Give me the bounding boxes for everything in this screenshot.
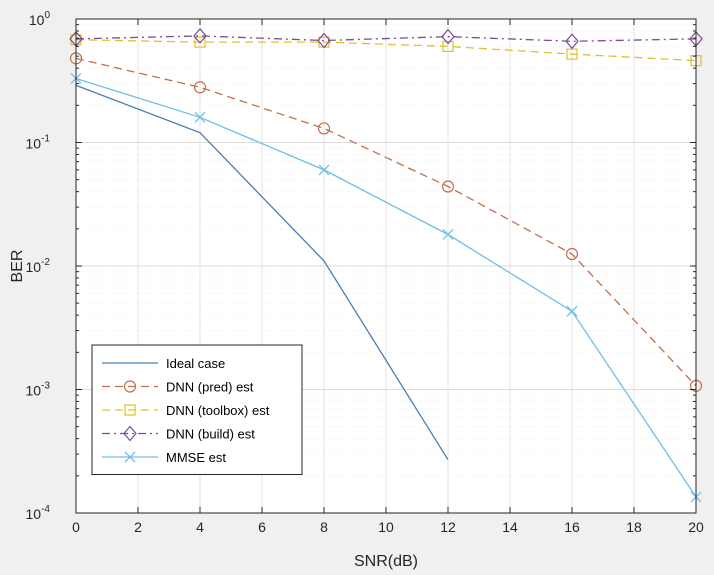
x-tick-label: 6	[258, 519, 266, 535]
x-marker	[194, 111, 206, 123]
data-series	[69, 27, 703, 503]
legend-item: DNN (pred) est	[102, 380, 254, 395]
circle-marker	[565, 247, 579, 261]
x-marker	[318, 164, 330, 176]
series-4	[70, 73, 702, 503]
series-line	[75, 77, 697, 498]
x-marker-stroke	[566, 305, 578, 317]
legend: Ideal case DNN (pred) est DNN (toolbox) es…	[91, 344, 303, 475]
y-tick-label: 10-3	[26, 381, 51, 399]
legend-label: DNN (pred) est	[166, 380, 254, 395]
circle-marker	[193, 81, 207, 94]
square-marker	[194, 36, 206, 48]
legend-label: MMSE est	[166, 450, 226, 465]
series-0	[75, 84, 449, 461]
diamond-marker	[193, 27, 207, 44]
circle-marker	[317, 122, 331, 135]
x-marker	[442, 229, 454, 240]
y-tick-label: 10-4	[26, 504, 51, 522]
legend-item: DNN (build) est	[102, 425, 255, 442]
diamond-marker	[317, 32, 331, 49]
x-tick-label: 16	[564, 519, 580, 535]
series-line	[75, 35, 697, 42]
diamond-marker	[565, 33, 579, 50]
x-marker-stroke	[124, 451, 136, 463]
series-1	[69, 52, 703, 392]
diamond-marker	[123, 425, 137, 442]
y-tick-label: 10-2	[26, 257, 51, 275]
x-tick-label: 18	[626, 519, 642, 535]
x-tick-label: 20	[688, 519, 704, 535]
square-marker	[124, 404, 136, 416]
legend-item: Ideal case	[102, 356, 225, 371]
y-axis-label: BER	[9, 250, 26, 283]
x-axis-label: SNR(dB)	[354, 553, 418, 570]
legend-item: MMSE est	[102, 450, 226, 465]
legend-label: DNN (toolbox) est	[166, 403, 270, 418]
series-line	[75, 84, 449, 461]
x-tick-label: 2	[134, 519, 142, 535]
x-marker-stroke	[442, 229, 454, 240]
x-marker	[124, 451, 136, 463]
diamond-marker	[441, 28, 455, 45]
x-tick-label: 12	[440, 519, 456, 535]
x-tick-label: 4	[196, 519, 204, 535]
y-tick-label: 10-1	[26, 134, 51, 152]
x-marker	[566, 305, 578, 317]
series-3	[69, 27, 703, 50]
x-tick-label: 10	[378, 519, 394, 535]
legend-label: Ideal case	[166, 356, 225, 371]
square-marker	[442, 40, 454, 52]
circle-marker	[441, 180, 455, 193]
x-marker-stroke	[194, 111, 206, 123]
x-marker-stroke	[318, 164, 330, 176]
legend-box	[91, 344, 303, 475]
circle-marker	[123, 380, 137, 393]
x-tick-label: 8	[320, 519, 328, 535]
axis-ticks: 0 2 4 6 8 10 12 14 16 18 20 100 10-1 10-2 10-3 10-4	[26, 10, 704, 535]
x-tick-label: 14	[502, 519, 518, 535]
y-tick-label: 100	[29, 10, 51, 28]
legend-item: DNN (toolbox) est	[102, 403, 270, 418]
legend-label: DNN (build) est	[166, 427, 255, 442]
x-tick-label: 0	[72, 519, 80, 535]
series-line	[75, 57, 697, 387]
